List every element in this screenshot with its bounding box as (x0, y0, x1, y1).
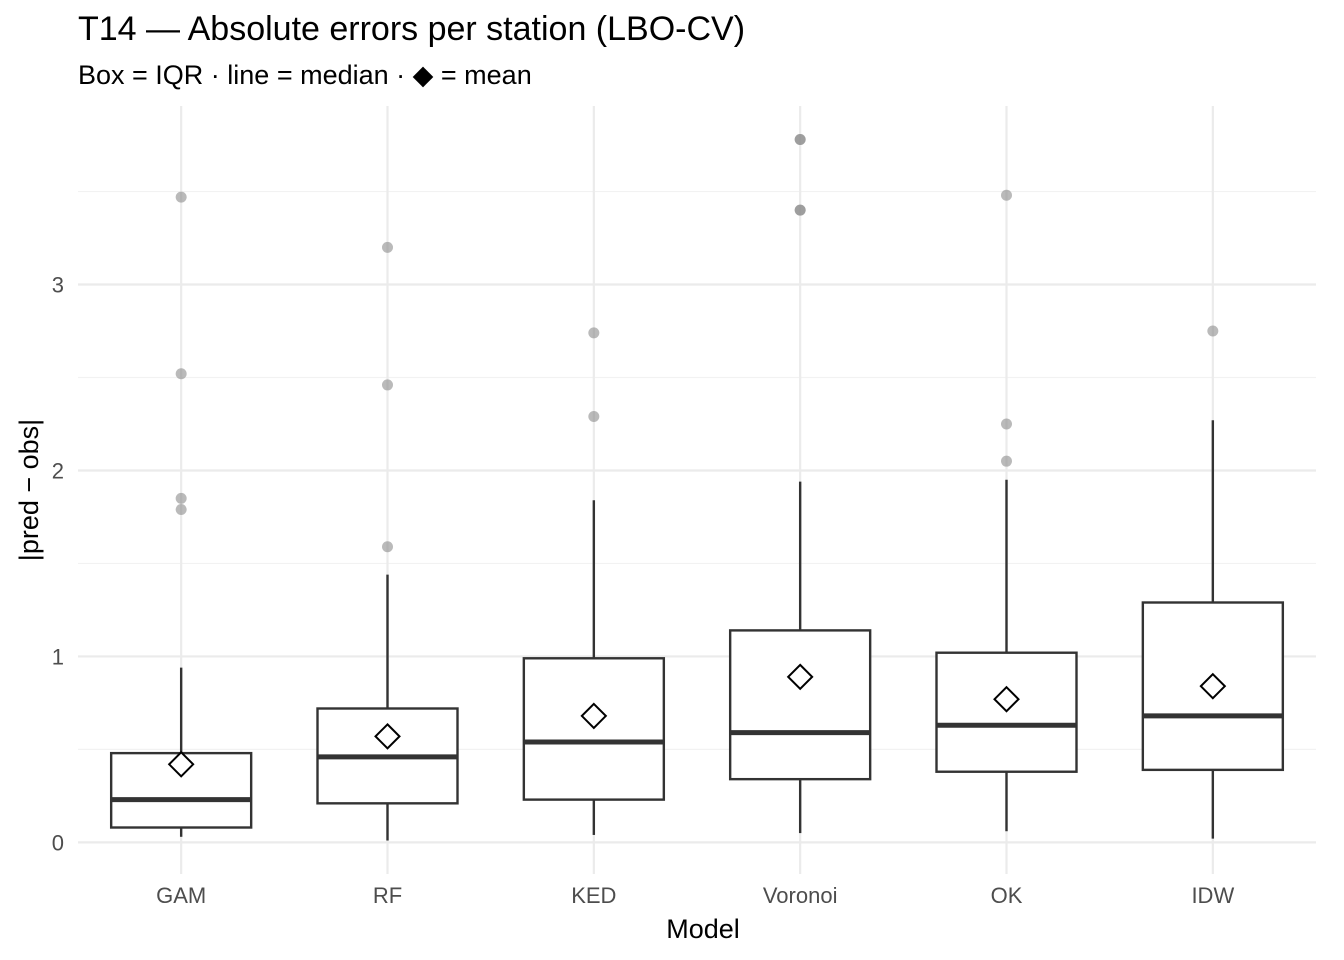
iqr-box (109, 751, 253, 829)
outlier-point (382, 541, 393, 553)
mean-marker (993, 685, 1020, 713)
x-axis-ticks: GAM RF KED Voronoi OK IDW (156, 883, 1234, 908)
chart-subtitle: Box = IQR · line = median · ◆ = mean (78, 60, 532, 90)
box-group (316, 241, 459, 841)
mean-marker (1199, 672, 1227, 700)
y-tick-label: 3 (52, 273, 64, 298)
outlier-point (175, 191, 187, 203)
outlier-point (588, 411, 600, 423)
outlier-point (175, 504, 187, 516)
box-layer (109, 133, 1285, 841)
outlier-point (382, 241, 393, 253)
box-group (109, 191, 253, 837)
box-group (522, 327, 666, 835)
x-axis-title: Model (666, 914, 740, 944)
outlier-point (1207, 325, 1219, 337)
iqr-box (728, 629, 872, 781)
x-tick-label: RF (373, 883, 402, 908)
mean-marker (786, 663, 814, 691)
outlier-point (794, 133, 806, 145)
plot-panel (78, 106, 1316, 874)
outlier-point (1001, 455, 1012, 467)
mean-marker (374, 722, 401, 750)
chart-title: T14 — Absolute errors per station (LBO-C… (78, 10, 745, 48)
x-tick-label: OK (991, 883, 1023, 908)
x-tick-label: KED (571, 883, 616, 908)
grid-lines (78, 106, 1316, 874)
outlier-point (1001, 189, 1012, 201)
outlier-point (175, 492, 187, 504)
mean-marker (167, 750, 195, 778)
outlier-point (588, 327, 600, 339)
outlier-point (382, 379, 393, 391)
y-tick-label: 0 (52, 830, 64, 855)
y-axis-title: |pred − obs| (14, 419, 44, 561)
x-tick-label: Voronoi (763, 883, 838, 908)
box-group (935, 189, 1078, 832)
y-tick-label: 1 (52, 644, 64, 669)
y-axis-ticks: 0 1 2 3 (52, 273, 64, 856)
y-tick-label: 2 (52, 458, 64, 483)
outlier-point (794, 204, 806, 216)
mean-marker (580, 702, 608, 730)
box-group (728, 133, 872, 834)
x-tick-label: IDW (1191, 883, 1234, 908)
outlier-point (1001, 418, 1012, 430)
box-group (1141, 325, 1285, 839)
x-tick-label: GAM (156, 883, 206, 908)
outlier-point (175, 368, 187, 380)
